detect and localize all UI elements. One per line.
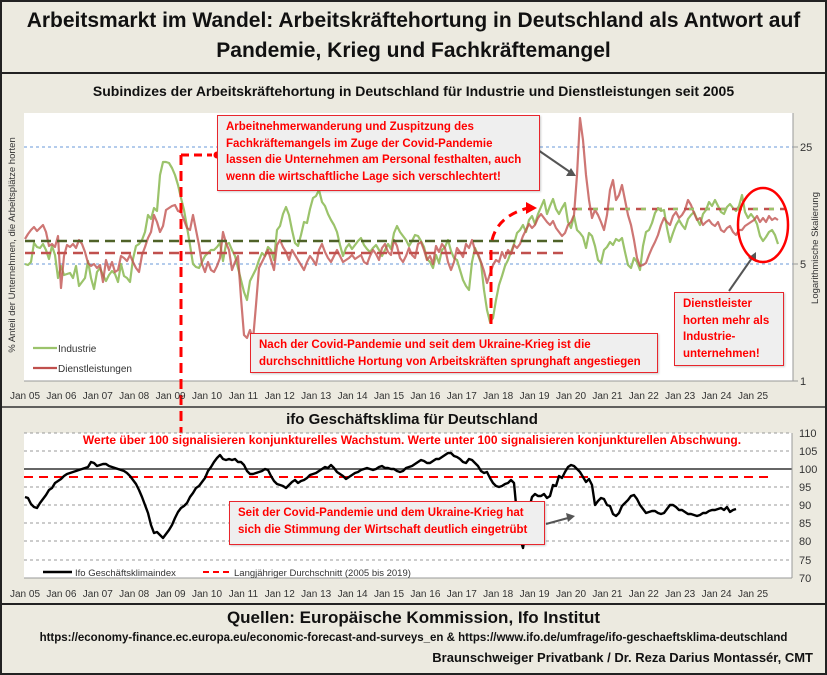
svg-text:Jan 12: Jan 12 xyxy=(265,391,295,402)
svg-text:Jan 24: Jan 24 xyxy=(702,589,732,600)
svg-text:Jan 19: Jan 19 xyxy=(520,391,550,402)
callout-war: Nach der Covid-Pandemie und seit dem Ukr… xyxy=(250,333,658,373)
svg-text:Jan 06: Jan 06 xyxy=(46,391,76,402)
legend-avg-label: Langjähriger Durchschnitt (2005 bis 2019… xyxy=(234,568,411,579)
svg-text:110: 110 xyxy=(799,428,817,440)
footer-author: Braunschweiger Privatbank / Dr. Reza Dar… xyxy=(432,650,813,665)
svg-text:Jan 22: Jan 22 xyxy=(629,391,659,402)
rise-arrow-head xyxy=(526,202,537,214)
svg-text:Jan 21: Jan 21 xyxy=(592,589,622,600)
svg-text:Jan 22: Jan 22 xyxy=(629,589,659,600)
callout-arrow-ifo xyxy=(545,517,569,525)
svg-text:Jan 07: Jan 07 xyxy=(83,589,113,600)
svg-text:105: 105 xyxy=(799,446,817,458)
bottom-chart-note: Werte über 100 signalisieren konjunkture… xyxy=(83,433,741,447)
svg-text:Jan 11: Jan 11 xyxy=(229,391,259,402)
svg-text:90: 90 xyxy=(799,500,811,512)
svg-text:Jan 17: Jan 17 xyxy=(447,589,477,600)
svg-text:Jan 20: Jan 20 xyxy=(556,589,586,600)
svg-text:Jan 07: Jan 07 xyxy=(83,391,113,402)
svg-text:Jan 23: Jan 23 xyxy=(665,589,695,600)
svg-text:Jan 09: Jan 09 xyxy=(156,589,186,600)
highlight-ellipse xyxy=(736,186,790,264)
top-y-tick: 25 xyxy=(800,142,812,154)
callout-covid: Arbeitnehmerwanderung und Zuspitzung des… xyxy=(217,115,540,191)
svg-text:Jan 18: Jan 18 xyxy=(483,391,513,402)
svg-text:Jan 13: Jan 13 xyxy=(301,589,331,600)
svg-text:Jan 10: Jan 10 xyxy=(192,391,222,402)
bottom-y-ticks: 110 105 100 95 90 85 80 75 70 xyxy=(799,428,817,585)
svg-text:Jan 17: Jan 17 xyxy=(447,391,477,402)
top-y-tick: 5 xyxy=(800,259,806,271)
svg-text:Jan 20: Jan 20 xyxy=(556,391,586,402)
svg-text:80: 80 xyxy=(799,536,811,548)
bottom-gridlines xyxy=(24,432,792,561)
svg-text:Jan 14: Jan 14 xyxy=(338,589,368,600)
series-industrie xyxy=(24,160,780,324)
svg-text:Jan 12: Jan 12 xyxy=(265,589,295,600)
top-right-axis-label: Logarithmische Skalierung xyxy=(810,192,821,304)
svg-text:Jan 08: Jan 08 xyxy=(119,589,149,600)
bottom-x-ticks: Jan 05 Jan 06 Jan 07 Jan 08 Jan 09 Jan 10 Jan … xyxy=(10,589,768,600)
svg-text:Jan 23: Jan 23 xyxy=(665,391,695,402)
footer-sources: Quellen: Europäische Kommission, Ifo Ins… xyxy=(226,608,601,627)
footer-urls: https://economy-finance.ec.europa.eu/eco… xyxy=(39,632,788,644)
main-title-line2: Pandemie, Krieg und Fachkräftemangel xyxy=(216,39,611,62)
footer-panel xyxy=(0,603,827,675)
svg-text:Jan 14: Jan 14 xyxy=(338,391,368,402)
legend-ifo-label: Ifo Geschäftsklimaindex xyxy=(75,568,176,579)
svg-text:Jan 19: Jan 19 xyxy=(520,589,550,600)
svg-text:95: 95 xyxy=(799,482,811,494)
bottom-chart-title: ifo Geschäftsklima für Deutschland xyxy=(286,411,538,428)
legend-industrie-label: Industrie xyxy=(58,344,97,355)
top-x-ticks: Jan 05 Jan 06 Jan 07 Jan 08 Jan 09 Jan 10 Jan … xyxy=(10,391,768,402)
series-dienstleistungen xyxy=(24,116,779,342)
callout-arrow-covid xyxy=(537,149,571,173)
svg-text:85: 85 xyxy=(799,518,811,530)
svg-text:75: 75 xyxy=(799,555,811,567)
main-title-line1: Arbeitsmarkt im Wandel: Arbeitskräftehor… xyxy=(26,9,801,32)
svg-text:Jan 10: Jan 10 xyxy=(192,589,222,600)
callout-services: Dienstleister horten mehr als Industrie-… xyxy=(674,292,784,366)
svg-text:100: 100 xyxy=(799,464,817,476)
svg-text:Jan 08: Jan 08 xyxy=(119,391,149,402)
top-left-axis-label: % Anteil der Unternehmen, die Arbeitsplä… xyxy=(7,137,18,352)
title-panel: Arbeitsmarkt im Wandel: Arbeitskräftehor… xyxy=(0,0,827,74)
callout-ifo: Seit der Covid-Pandemie und dem Ukraine-… xyxy=(229,501,545,545)
svg-text:Jan 06: Jan 06 xyxy=(46,589,76,600)
svg-text:Jan 13: Jan 13 xyxy=(301,391,331,402)
svg-text:Jan 11: Jan 11 xyxy=(229,589,259,600)
svg-text:Jan 18: Jan 18 xyxy=(483,589,513,600)
callout-arrow-services xyxy=(728,257,753,292)
svg-text:Jan 15: Jan 15 xyxy=(374,391,404,402)
svg-text:Jan 05: Jan 05 xyxy=(10,391,40,402)
series-ifo xyxy=(24,451,737,550)
top-chart-title: Subindizes der Arbeitskräftehortung in D… xyxy=(92,83,735,99)
rise-arrow-curve xyxy=(490,206,529,241)
svg-text:Jan 25: Jan 25 xyxy=(738,391,768,402)
svg-text:Jan 16: Jan 16 xyxy=(410,391,440,402)
legend-dienst-label: Dienstleistungen xyxy=(58,364,132,375)
svg-text:Jan 25: Jan 25 xyxy=(738,589,768,600)
svg-text:70: 70 xyxy=(799,573,811,585)
svg-text:Jan 05: Jan 05 xyxy=(10,589,40,600)
svg-text:Jan 09: Jan 09 xyxy=(156,391,186,402)
svg-text:Jan 21: Jan 21 xyxy=(592,391,622,402)
svg-text:Jan 16: Jan 16 xyxy=(410,589,440,600)
svg-text:Jan 24: Jan 24 xyxy=(702,391,732,402)
svg-text:Jan 15: Jan 15 xyxy=(374,589,404,600)
top-y-tick: 1 xyxy=(800,376,806,388)
